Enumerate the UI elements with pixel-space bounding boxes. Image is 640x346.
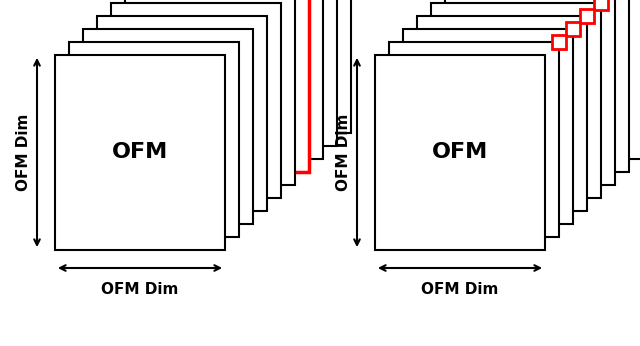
Bar	[403, 29, 573, 224]
Text: OFM Dim: OFM Dim	[336, 114, 351, 191]
Bar	[552, 35, 566, 49]
Text: OFM Dim: OFM Dim	[101, 282, 179, 297]
Bar	[167, 0, 337, 146]
Bar	[389, 42, 559, 237]
Bar	[125, 0, 295, 185]
Bar	[375, 55, 545, 250]
Bar	[181, 0, 351, 133]
Text: OFM Dim: OFM Dim	[16, 114, 31, 191]
Bar	[153, 0, 323, 159]
Bar	[580, 9, 594, 23]
Text: OFM: OFM	[112, 143, 168, 163]
Bar	[111, 3, 281, 198]
Bar	[417, 16, 587, 211]
Bar	[487, 0, 640, 146]
Bar	[594, 0, 608, 10]
Bar	[139, 0, 309, 172]
Bar	[431, 3, 601, 198]
Text: OFM: OFM	[432, 143, 488, 163]
Bar	[97, 16, 267, 211]
Bar	[69, 42, 239, 237]
Bar	[55, 55, 225, 250]
Text: OFM Dim: OFM Dim	[421, 282, 499, 297]
Bar	[83, 29, 253, 224]
Bar	[566, 22, 580, 36]
Bar	[459, 0, 629, 172]
Bar	[501, 0, 640, 133]
Bar	[445, 0, 615, 185]
Bar	[473, 0, 640, 159]
